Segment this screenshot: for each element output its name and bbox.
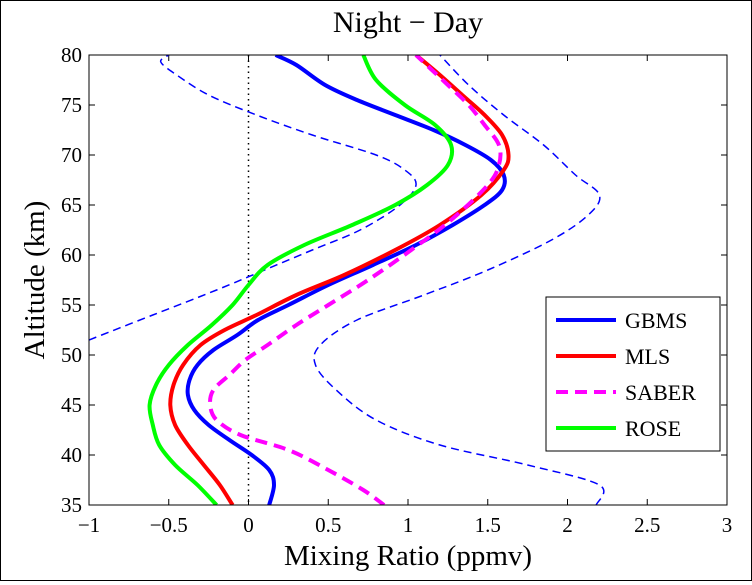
- x-tick-label: 1.5: [475, 513, 501, 537]
- x-tick-label: 3: [722, 513, 733, 537]
- y-axis-label: Altitude (km): [19, 201, 51, 360]
- y-tick-label: 35: [61, 493, 82, 517]
- y-tick-label: 55: [61, 293, 82, 317]
- y-tick-label: 80: [61, 43, 82, 67]
- y-tick-label: 40: [61, 443, 82, 467]
- y-tick-label: 45: [61, 393, 82, 417]
- axis-ticks: −1 −0.5 0 0.5 1 1.5 2 2.5 3 35 40 45 50 55 60 65 70 75 80: [61, 43, 732, 537]
- x-tick-label: 2.5: [634, 513, 660, 537]
- x-tick-label: 0: [243, 513, 254, 537]
- series-line-mls: [168, 55, 511, 505]
- series-line-rose: [147, 55, 455, 505]
- series-line-gbms: [185, 55, 507, 505]
- legend: GBMS MLS SABER ROSE: [545, 296, 721, 452]
- x-tick-label: 1: [403, 513, 414, 537]
- chart-title: Night − Day: [333, 6, 483, 39]
- series-line-saber: [208, 55, 503, 505]
- y-tick-label: 75: [61, 93, 82, 117]
- y-tick-label: 65: [61, 193, 82, 217]
- x-tick-label: −0.5: [150, 513, 188, 537]
- x-tick-label: 2: [562, 513, 573, 537]
- x-axis-label: Mixing Ratio (ppmv): [284, 540, 532, 572]
- envelope-dashed-line: [89, 55, 417, 341]
- legend-label-mls: MLS: [625, 344, 670, 369]
- legend-box: [545, 296, 721, 452]
- envelope-dashed-line: [313, 55, 605, 505]
- legend-label-rose: ROSE: [625, 416, 681, 441]
- x-tick-label: 0.5: [315, 513, 341, 537]
- x-tick-label: −1: [78, 513, 100, 537]
- legend-label-gbms: GBMS: [625, 308, 687, 333]
- y-tick-label: 70: [61, 143, 82, 167]
- y-tick-label: 60: [61, 243, 82, 267]
- y-tick-label: 50: [61, 343, 82, 367]
- plot-area-border: [88, 54, 728, 506]
- series-layer: [89, 55, 605, 505]
- legend-label-saber: SABER: [625, 380, 696, 405]
